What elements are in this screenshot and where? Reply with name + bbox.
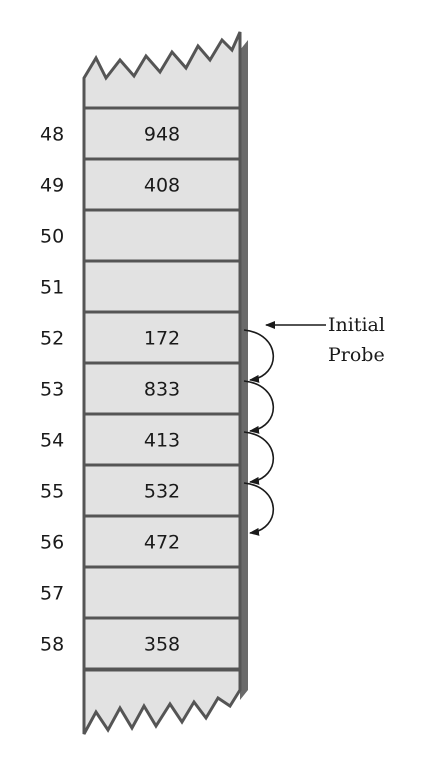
cell-50 (82, 208, 242, 263)
cell-value-label: 532 (144, 481, 180, 503)
probe-arrow-52-to-53 (243, 329, 275, 383)
cell-index-label: 51 (40, 277, 64, 299)
initial-probe-label-line1: Initial (328, 314, 385, 336)
initial-probe-label-line2: Probe (328, 344, 385, 366)
cell-52 (82, 310, 242, 365)
cell-index-label: 53 (40, 379, 64, 401)
cell-index-label: 52 (40, 328, 64, 350)
cell-value-label: 408 (144, 175, 180, 197)
cell-57 (82, 565, 242, 620)
hash-table-cells: 48 948 49 408 50 51 52 172 53 833 54 413 55 532 56 472 5… (40, 106, 242, 671)
probe-arrows (243, 329, 275, 536)
cell-value-label: 833 (144, 379, 180, 401)
cell-index-label: 50 (40, 226, 64, 248)
cell-value-label: 948 (144, 124, 180, 146)
cell-48 (82, 106, 242, 161)
cell-index-label: 54 (40, 430, 64, 452)
cell-index-label: 55 (40, 481, 64, 503)
cell-index-label: 57 (40, 583, 64, 605)
cell-value-label: 413 (144, 430, 180, 452)
cell-55 (82, 463, 242, 518)
cell-53 (82, 361, 242, 416)
cell-index-label: 56 (40, 532, 64, 554)
cell-value-label: 472 (144, 532, 180, 554)
probe-arrow-53-to-54 (243, 380, 275, 434)
torn-bottom-edge (82, 668, 242, 735)
cell-56 (82, 514, 242, 569)
probe-arrow-54-to-55 (243, 431, 275, 485)
cell-index-label: 48 (40, 124, 64, 146)
cell-index-label: 49 (40, 175, 64, 197)
cell-51 (82, 259, 242, 314)
torn-top-edge (82, 31, 242, 110)
cell-value-label: 358 (144, 634, 180, 656)
column-shadow (240, 40, 248, 700)
cell-index-label: 58 (40, 634, 64, 656)
cell-value-label: 172 (144, 328, 180, 350)
cell-58 (82, 616, 242, 671)
probe-arrow-55-to-56 (243, 482, 275, 536)
